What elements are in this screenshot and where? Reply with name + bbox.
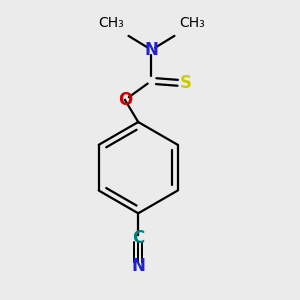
Text: N: N bbox=[145, 41, 158, 59]
Text: O: O bbox=[118, 91, 132, 109]
Text: CH₃: CH₃ bbox=[98, 16, 124, 30]
Text: CH₃: CH₃ bbox=[179, 16, 205, 30]
Text: S: S bbox=[180, 74, 192, 92]
Text: C: C bbox=[132, 229, 144, 247]
Text: N: N bbox=[131, 257, 145, 275]
